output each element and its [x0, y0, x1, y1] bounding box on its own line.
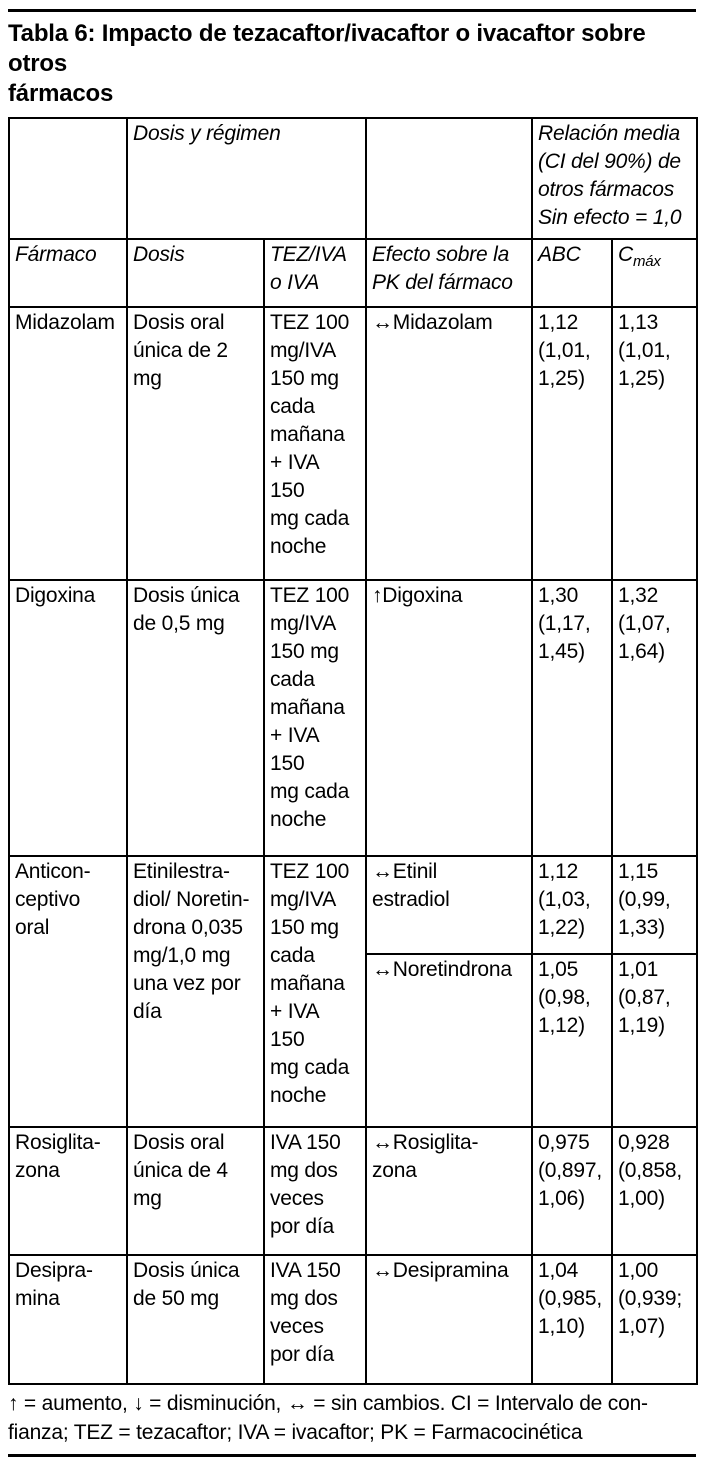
- header-cell-farmaco: Fármaco: [8, 238, 128, 308]
- cell-digoxina-cmax: 1,32 (1,07, 1,64): [610, 579, 699, 857]
- cell-noretindrona-cmax: 1,01 (0,87, 1,19): [610, 953, 699, 1128]
- document-page: Tabla 6: Impacto de tezacaftor/ivacaftor…: [0, 9, 704, 1457]
- table-title: Tabla 6: Impacto de tezacaftor/ivacaftor…: [8, 20, 646, 107]
- cell-desipramina-efecto: ↔Desipramina: [365, 1254, 533, 1385]
- cell-digoxina-efecto: ↑Digoxina: [365, 579, 533, 857]
- cell-digoxina-abc: 1,30 (1,17, 1,45): [531, 579, 613, 857]
- table-footnote-legend: ↑ = aumento, ↓ = disminución, ↔ = sin ca…: [8, 1392, 648, 1444]
- cell-rosiglitazona-farmaco: Rosiglita- zona: [8, 1126, 128, 1256]
- cell-midazolam-farmaco: Midazolam: [8, 306, 128, 581]
- cell-desipramina-abc: 1,04 (0,985, 1,10): [531, 1254, 613, 1385]
- row-anticonceptivo-etinil: Anticon- ceptivo oral Etinilestra- diol/…: [8, 855, 699, 1128]
- cell-desipramina-cmax: 1,00 (0,939; 1,07): [610, 1254, 699, 1385]
- cell-anticonceptivo-dosis: Etinilestra- diol/ Noretin- drona 0,035 …: [126, 855, 265, 1128]
- cmax-base: C: [618, 243, 633, 266]
- cell-midazolam-cmax: 1,13 (1,01, 1,25): [610, 306, 699, 581]
- header-cell-tez-iva: TEZ/IVA o IVA: [263, 238, 367, 308]
- row-digoxina: Digoxina Dosis única de 0,5 mg TEZ 100 m…: [8, 579, 699, 857]
- header-cell-empty-efecto: [365, 117, 533, 240]
- cell-anticonceptivo-regimen: TEZ 100 mg/IVA 150 mg cada mañana + IVA …: [263, 855, 367, 1128]
- cell-digoxina-dosis: Dosis única de 0,5 mg: [126, 579, 265, 857]
- cell-etinil-abc: 1,12 (1,03, 1,22): [531, 855, 613, 955]
- row-rosiglitazona: Rosiglita- zona Dosis oral única de 4 mg…: [8, 1126, 699, 1256]
- cell-midazolam-abc: 1,12 (1,01, 1,25): [531, 306, 613, 581]
- cell-rosiglitazona-dosis: Dosis oral única de 4 mg: [126, 1126, 265, 1256]
- header-row-columns: Fármaco Dosis TEZ/IVA o IVA Efecto sobre…: [8, 238, 699, 308]
- cell-etinil-efecto: ↔Etinil estradiol: [365, 855, 533, 955]
- header-cell-dosis-regimen: Dosis y régimen: [126, 117, 367, 240]
- cell-midazolam-efecto: ↔Midazolam: [365, 306, 533, 581]
- row-desipramina: Desipra- mina Dosis única de 50 mg IVA 1…: [8, 1254, 699, 1385]
- header-cell-empty-farmaco: [8, 117, 128, 240]
- cell-desipramina-farmaco: Desipra- mina: [8, 1254, 128, 1385]
- row-midazolam: Midazolam Dosis oral única de 2 mg TEZ 1…: [8, 306, 699, 581]
- cell-anticonceptivo-farmaco: Anticon- ceptivo oral: [8, 855, 128, 1128]
- cell-midazolam-dosis: Dosis oral única de 2 mg: [126, 306, 265, 581]
- top-rule: [8, 9, 696, 12]
- cell-rosiglitazona-abc: 0,975 (0,897, 1,06): [531, 1126, 613, 1256]
- cell-desipramina-regimen: IVA 150 mg dos veces por día: [263, 1254, 367, 1385]
- header-cell-abc: ABC: [531, 238, 613, 308]
- cell-rosiglitazona-efecto: ↔Rosiglita- zona: [365, 1126, 533, 1256]
- cell-etinil-cmax: 1,15 (0,99, 1,33): [610, 855, 699, 955]
- cell-digoxina-regimen: TEZ 100 mg/IVA 150 mg cada mañana + IVA …: [263, 579, 367, 857]
- cell-digoxina-farmaco: Digoxina: [8, 579, 128, 857]
- cell-rosiglitazona-regimen: IVA 150 mg dos veces por día: [263, 1126, 367, 1256]
- drug-interaction-table: Dosis y régimen Relación media (CI del 9…: [8, 117, 699, 1385]
- cell-noretindrona-efecto: ↔Noretindrona: [365, 953, 533, 1128]
- cell-noretindrona-abc: 1,05 (0,98, 1,12): [531, 953, 613, 1128]
- header-row-group: Dosis y régimen Relación media (CI del 9…: [8, 117, 699, 240]
- header-cell-relacion-media: Relación media (CI del 90%) de otros fár…: [530, 117, 699, 240]
- row-anticonceptivo-noretindrona: ↔Noretindrona 1,05 (0,98, 1,12) 1,01 (0,…: [9, 953, 699, 1128]
- cell-rosiglitazona-cmax: 0,928 (0,858, 1,00): [610, 1126, 699, 1256]
- cell-midazolam-regimen: TEZ 100 mg/IVA 150 mg cada mañana + IVA …: [263, 306, 367, 581]
- header-cell-dosis: Dosis: [126, 238, 265, 308]
- header-cell-efecto-pk: Efecto sobre la PK del fármaco: [365, 238, 533, 308]
- header-cell-cmax: Cmáx: [610, 238, 699, 308]
- cmax-subscript: máx: [632, 253, 661, 270]
- cell-desipramina-dosis: Dosis única de 50 mg: [126, 1254, 265, 1385]
- bottom-rule: [8, 1454, 696, 1457]
